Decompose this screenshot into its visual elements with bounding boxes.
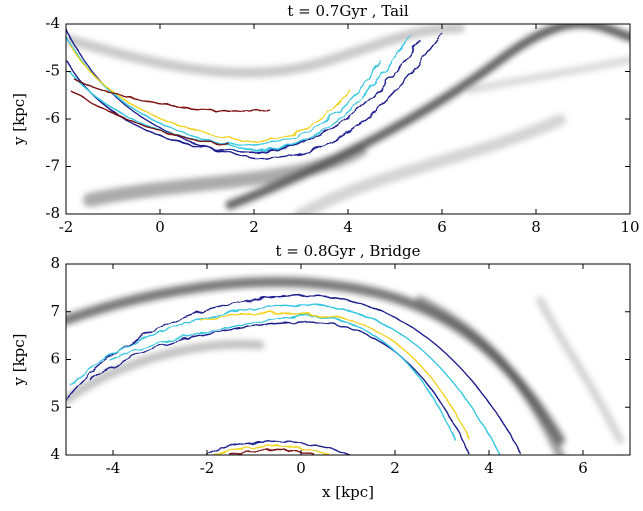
x-tick-label: 10 bbox=[620, 218, 639, 236]
x-tick-label: 2 bbox=[390, 459, 400, 477]
x-tick-label: -2 bbox=[200, 459, 215, 477]
x-axis-label: x [kpc] bbox=[322, 483, 374, 501]
y-tick-label: -7 bbox=[45, 157, 60, 175]
y-tick-label: -8 bbox=[45, 204, 60, 222]
y-axis-label: y [kpc] bbox=[10, 93, 28, 146]
y-tick-label: -5 bbox=[45, 62, 60, 80]
y-tick-label: 6 bbox=[50, 350, 60, 368]
y-tick-label: 4 bbox=[50, 445, 60, 463]
x-tick-label: 2 bbox=[249, 218, 259, 236]
y-tick-label: -4 bbox=[45, 14, 60, 32]
x-tick-label: 4 bbox=[484, 459, 494, 477]
chart-title: t = 0.7Gyr , Tail bbox=[287, 2, 408, 20]
density-map bbox=[66, 276, 624, 455]
x-tick-label: 6 bbox=[578, 459, 588, 477]
x-tick-label: 0 bbox=[155, 218, 165, 236]
y-tick-label: 8 bbox=[50, 254, 60, 272]
y-tick-label: 5 bbox=[50, 397, 60, 415]
x-tick-label: -4 bbox=[106, 459, 121, 477]
y-tick-label: 7 bbox=[50, 302, 60, 320]
x-tick-label: 0 bbox=[296, 459, 306, 477]
density-map bbox=[66, 24, 630, 214]
x-tick-label: 8 bbox=[531, 218, 541, 236]
y-tick-label: -6 bbox=[45, 109, 60, 127]
x-tick-label: -2 bbox=[59, 218, 74, 236]
y-axis-label: y [kpc] bbox=[10, 333, 28, 386]
x-tick-label: 4 bbox=[343, 218, 353, 236]
chart-title: t = 0.8Gyr , Bridge bbox=[276, 242, 421, 260]
x-tick-label: 6 bbox=[437, 218, 447, 236]
